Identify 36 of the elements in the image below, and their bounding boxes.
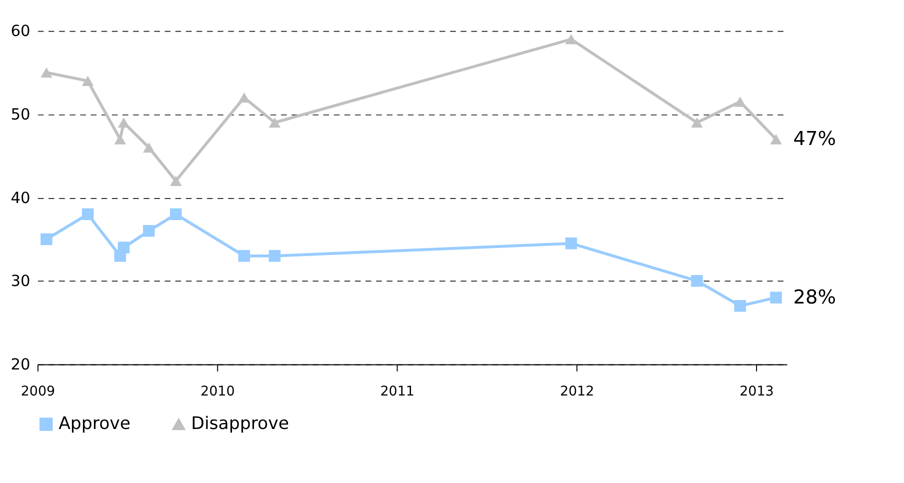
- annotation: 28%: [793, 285, 836, 308]
- y-tick-label: 60: [10, 22, 30, 40]
- y-tick-label: 40: [10, 188, 30, 207]
- point: [565, 34, 578, 44]
- annotation: 47%: [793, 126, 836, 150]
- point: [118, 242, 130, 254]
- point: [238, 92, 250, 103]
- point: [40, 67, 52, 78]
- y-tick-label: 30: [10, 272, 30, 290]
- legend-label: Approve: [58, 414, 131, 434]
- y-tick-label: 20: [10, 356, 30, 374]
- point: [268, 117, 281, 128]
- point: [40, 233, 52, 246]
- point: [734, 300, 746, 312]
- x-tick-label: 2011: [380, 384, 414, 400]
- x-tick-label: 2010: [200, 384, 235, 400]
- point: [691, 275, 703, 287]
- legend-label: Disapprove: [191, 414, 289, 434]
- y-tick-label: 50: [10, 106, 30, 124]
- point: [170, 208, 182, 220]
- point: [691, 117, 703, 128]
- point: [770, 292, 782, 304]
- point: [142, 142, 155, 153]
- point: [268, 250, 281, 262]
- x-tick-label: 2013: [740, 384, 774, 400]
- point: [770, 134, 782, 144]
- point: [734, 96, 746, 107]
- point: [82, 76, 94, 86]
- x-tick-label: 2009: [20, 384, 56, 400]
- point: [142, 225, 155, 237]
- x-tick-label: 2012: [560, 384, 594, 400]
- point: [170, 176, 182, 186]
- point: [82, 208, 94, 220]
- point: [238, 250, 250, 262]
- point: [565, 238, 578, 250]
- point: [114, 134, 126, 144]
